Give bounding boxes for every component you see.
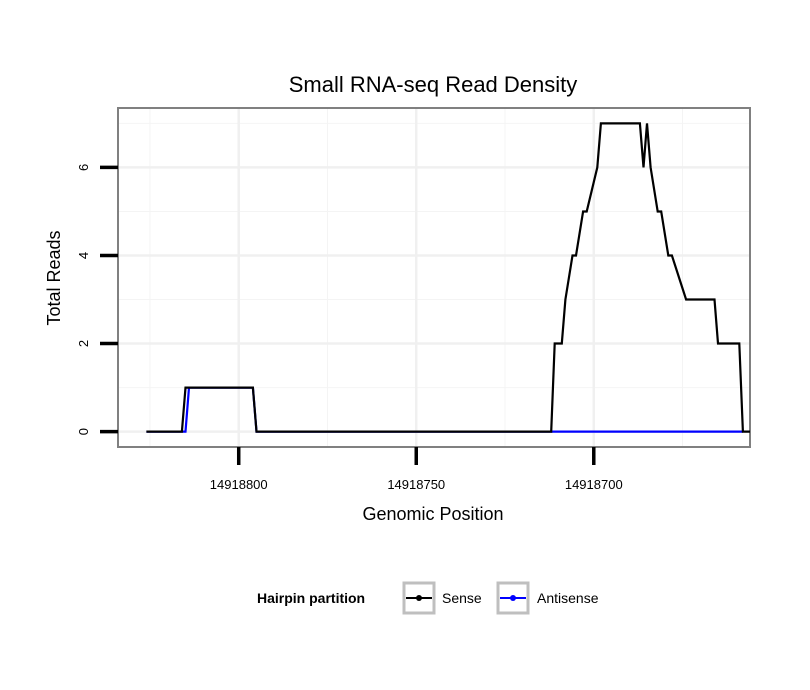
legend-point-sense: [416, 595, 422, 601]
legend-point-antisense: [510, 595, 516, 601]
legend-item-sense: Sense: [402, 581, 482, 615]
y-tick-label: 6: [76, 164, 91, 171]
y-tick-label: 0: [76, 428, 91, 435]
legend-item-antisense: Antisense: [496, 581, 599, 615]
legend: Hairpin partition Sense Antisense: [257, 581, 599, 615]
y-axis-title: Total Reads: [44, 230, 64, 325]
gridlines: [118, 108, 750, 447]
x-tick-label: 14918700: [565, 477, 623, 492]
series-line-sense: [146, 122, 750, 433]
x-axis-title: Genomic Position: [362, 504, 503, 524]
plot-panel-border: [117, 107, 751, 448]
chart-title: Small RNA-seq Read Density: [289, 72, 578, 97]
y-tick-label: 2: [76, 340, 91, 347]
series-line-antisense: [146, 386, 743, 433]
legend-label-sense: Sense: [442, 590, 482, 606]
x-tick-label: 14918750: [387, 477, 445, 492]
series-lines: [146, 122, 750, 433]
axis-ticks: 14918800 14918750 14918700 0 2 4 6: [76, 164, 623, 492]
legend-title: Hairpin partition: [257, 590, 365, 606]
y-tick-label: 4: [76, 252, 91, 259]
x-tick-label: 14918800: [210, 477, 268, 492]
legend-label-antisense: Antisense: [537, 590, 599, 606]
